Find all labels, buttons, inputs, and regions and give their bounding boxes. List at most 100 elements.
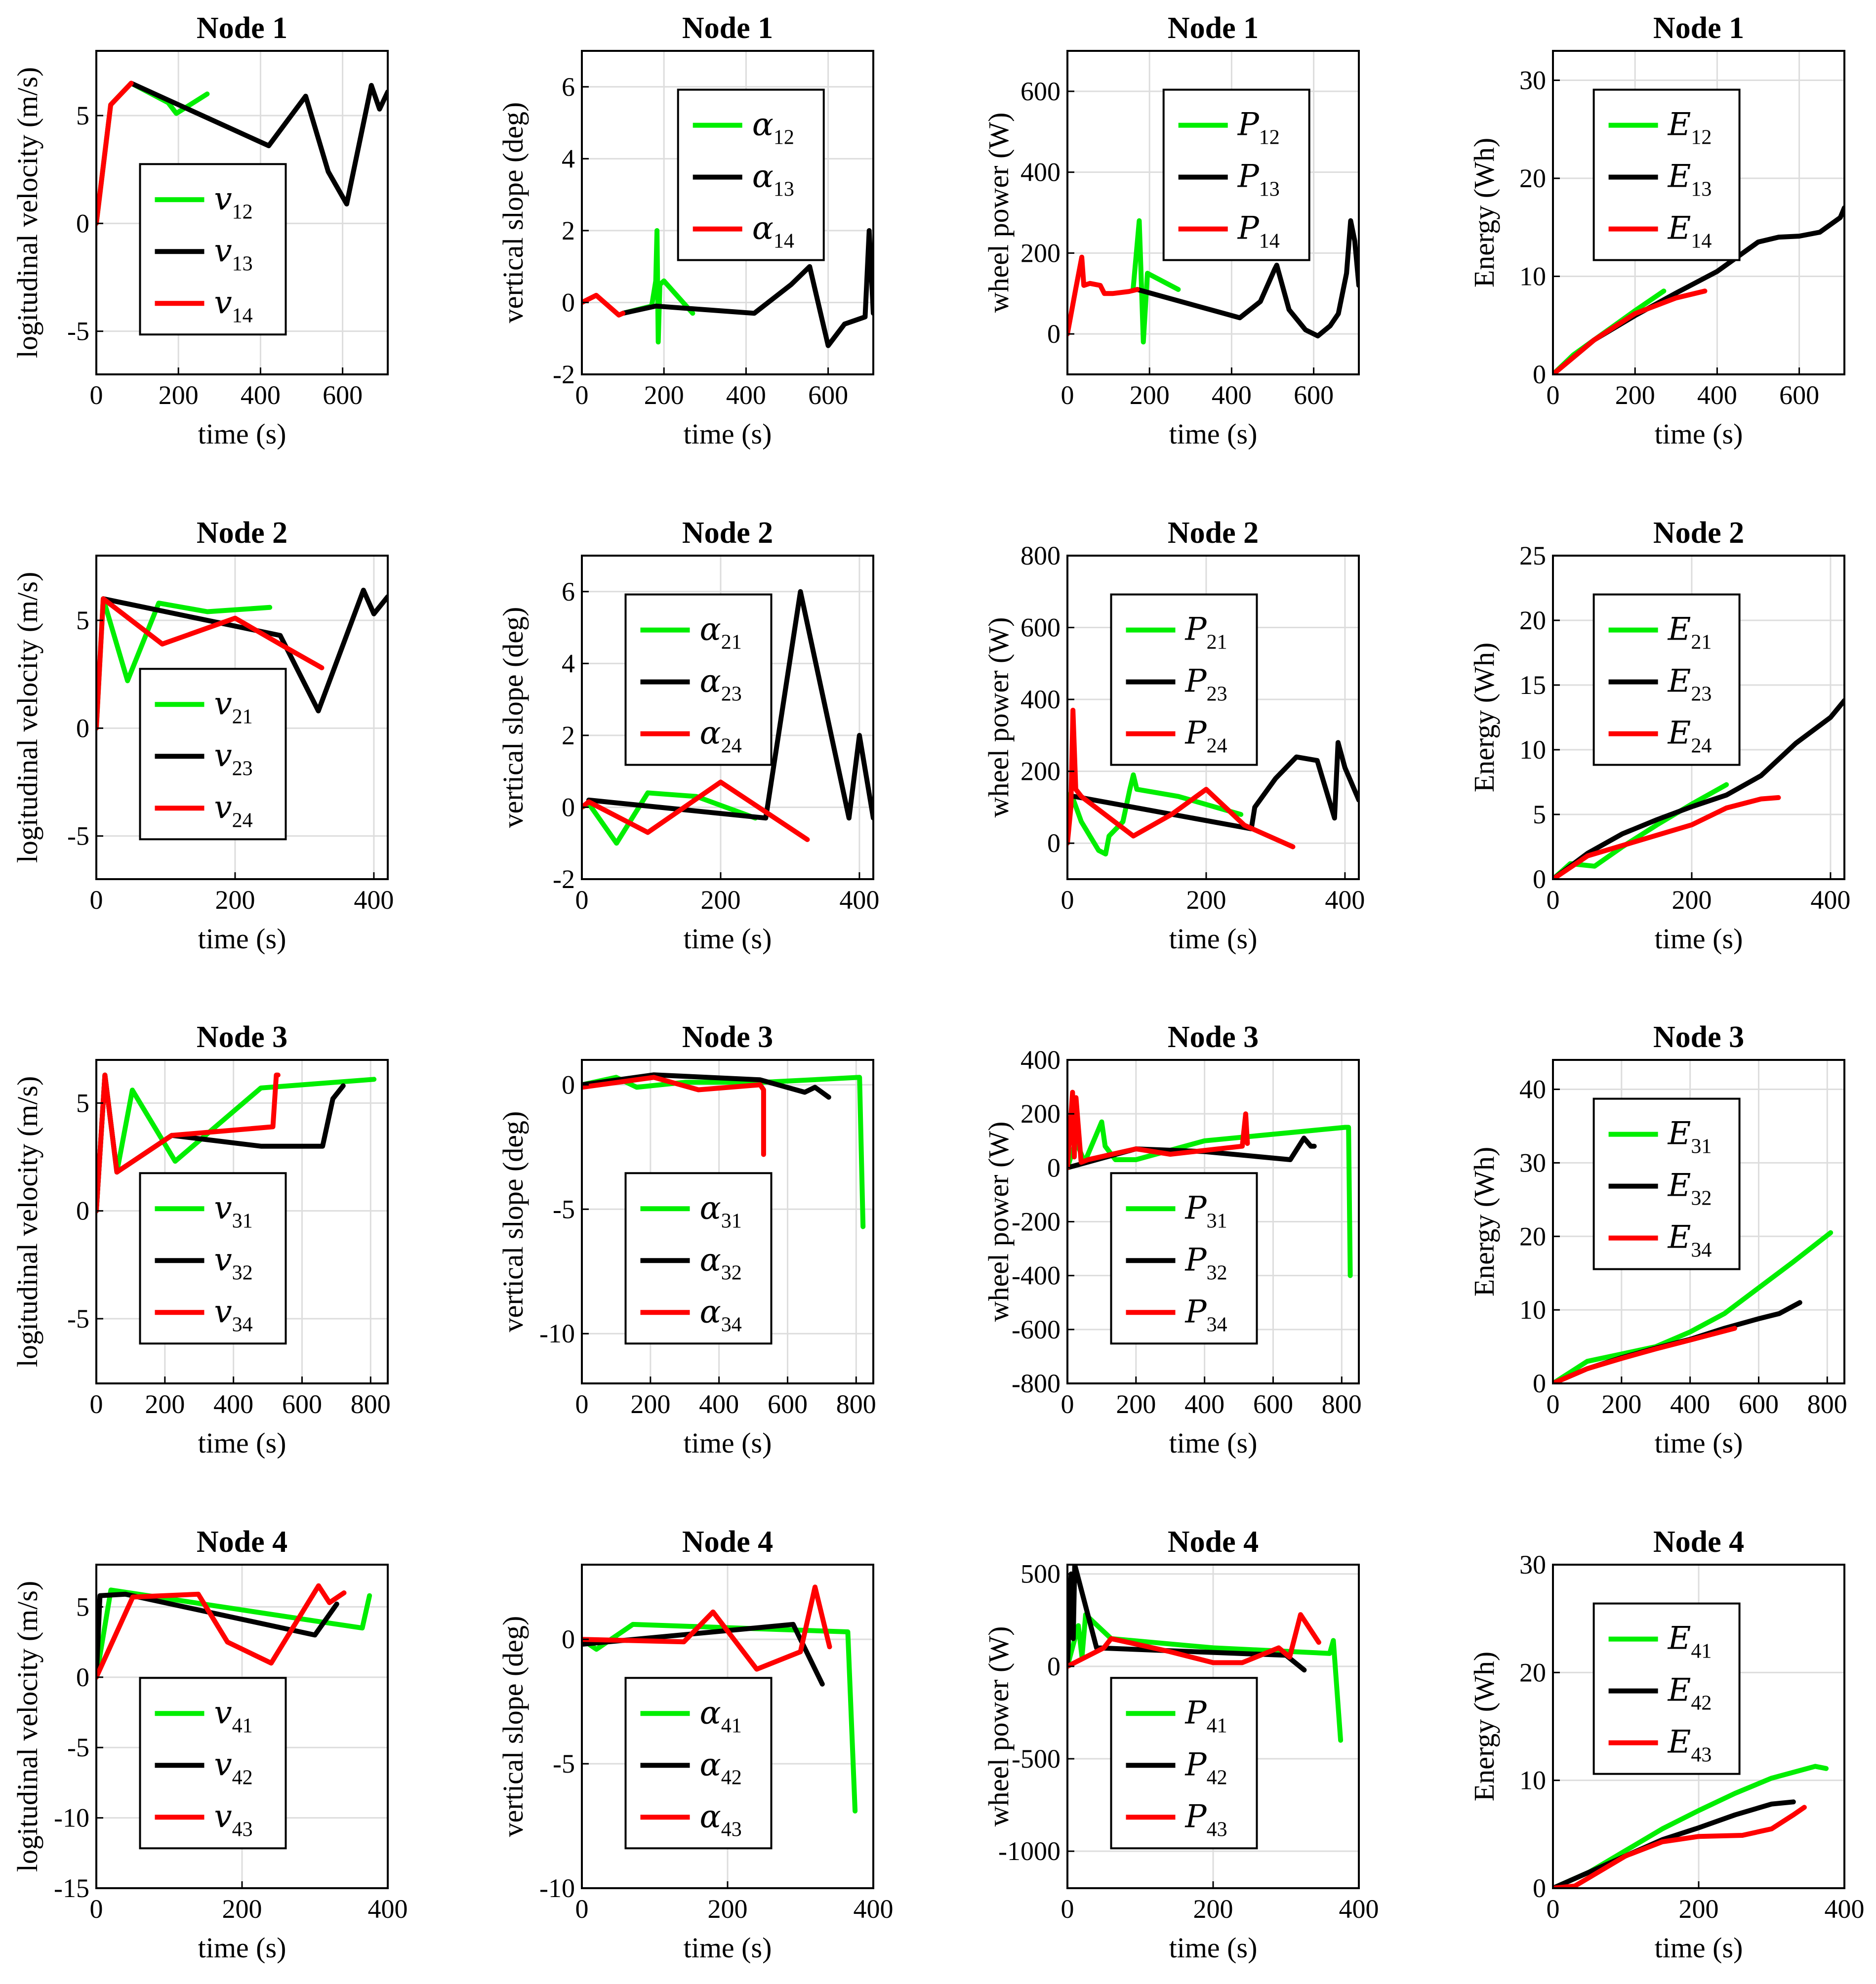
panel-1-4-legend-subscript: 13 — [1691, 178, 1712, 201]
panel-3-4-xtick-label: 800 — [1807, 1389, 1847, 1419]
panel-3-1-series-v34-line — [96, 1072, 281, 1214]
panel-3-2-series-α32-line — [582, 1072, 831, 1100]
panel-3-3-ytick-label: -600 — [1012, 1315, 1060, 1344]
panel-4-3-xtick-label: 400 — [1339, 1894, 1379, 1924]
panel-2-2-title: Node 2 — [682, 516, 773, 550]
panel-3-1-xtick-label: 400 — [213, 1389, 253, 1419]
panel-1-3-legend-subscript: 12 — [1259, 126, 1280, 149]
panel-1-2-ytick-label: 2 — [562, 216, 575, 245]
panel-4-1-ytick-label: 0 — [76, 1662, 89, 1692]
panel-1-3-legend-subscript: 13 — [1259, 178, 1280, 201]
panel-4-1-xtick-label: 0 — [90, 1894, 103, 1924]
panel-3-4-xlabel: time (s) — [1655, 1427, 1743, 1459]
panel-3-4-ytick-label: 0 — [1533, 1369, 1546, 1398]
panel-3-3-ytick-label: -400 — [1012, 1261, 1060, 1291]
panel-4-1-legend-box — [139, 1677, 287, 1850]
panel-4-2-ytick-label: 0 — [562, 1624, 575, 1654]
panel-2-4-xtick-label: 400 — [1810, 885, 1850, 915]
panel-1-4-legend-subscript: 12 — [1691, 126, 1712, 149]
panel-2-3-ytick-label: 0 — [1047, 828, 1060, 858]
panel-3-1-ytick-label: 5 — [76, 1088, 89, 1118]
panel-1-4-title: Node 1 — [1653, 11, 1744, 45]
panel-4-4-ytick-label: 20 — [1519, 1658, 1546, 1687]
panel-3-1-xtick-label: 0 — [90, 1389, 103, 1419]
panel-2-2-xlabel: time (s) — [684, 923, 772, 955]
panel-4-4-series-E42-line — [1553, 1799, 1796, 1888]
panel-3-3-xtick-label: 200 — [1116, 1389, 1156, 1419]
panel-2-4: 0 200 400 0 5 10 15 20 25 Node 2 time (s) Energy (W… — [1468, 516, 1850, 955]
panel-1-4-ylabel: Energy (Wh) — [1468, 138, 1500, 287]
panel-1-1-legend-subscript: 14 — [232, 304, 253, 327]
panel-1-2-xtick-label: 0 — [575, 380, 589, 410]
panel-4-2-series-α42-line — [582, 1621, 825, 1687]
panel-4-1-xtick-label: 200 — [222, 1894, 262, 1924]
panel-3-4-xtick-label: 200 — [1601, 1389, 1641, 1419]
panel-1-1: 0 200 400 600 -5 0 5 Node 1 time (s) logitudinal … — [11, 11, 389, 450]
panel-4-2: 0 200 400 -10 -5 0 Node 4 time (s) vertical slop… — [497, 1525, 894, 1964]
panel-3-2-ytick-label: 0 — [562, 1070, 575, 1099]
panel-2-1: 0 200 400 -5 0 5 Node 2 time (s) logitudinal vel… — [11, 516, 394, 955]
panel-1-2-ytick-label: -2 — [553, 360, 575, 389]
panel-2-1-legend-subscript: 23 — [232, 757, 253, 780]
panel-4-1-xtick-label: 400 — [368, 1894, 408, 1924]
panel-4-2-xtick-label: 200 — [708, 1894, 748, 1924]
panel-3-3-xtick-label: 800 — [1322, 1389, 1362, 1419]
panel-4-4-ytick-label: 10 — [1519, 1766, 1546, 1795]
panel-4-4-ylabel: Energy (Wh) — [1468, 1652, 1500, 1801]
panel-4-2-xlabel: time (s) — [684, 1932, 772, 1964]
panel-3-1-legend-subscript: 32 — [232, 1261, 253, 1284]
panel-1-3-series-P13-line — [1135, 218, 1359, 339]
panel-4-1-ytick-label: -10 — [54, 1803, 89, 1833]
panel-1-2-xtick-label: 600 — [808, 380, 848, 410]
panel-3-4-xtick-label: 600 — [1739, 1389, 1779, 1419]
panel-2-1-ytick-label: 5 — [76, 606, 89, 635]
panel-4-1: 0 200 400 -15 -10 -5 0 5 Node 4 time (s) logitudin… — [11, 1525, 408, 1964]
panel-4-3-legend-subscript: 41 — [1207, 1714, 1227, 1737]
panel-2-2-xtick-label: 0 — [575, 885, 589, 915]
panel-2-3-xtick-label: 400 — [1325, 885, 1365, 915]
panel-1-4-legend-entry-E12: E12 — [1668, 107, 1712, 149]
panel-2-3-xtick-label: 200 — [1186, 885, 1226, 915]
panel-3-3-ytick-label: -800 — [1012, 1369, 1060, 1398]
panel-2-2-series-α23-line — [586, 589, 873, 821]
panel-1-2-ytick-label: 0 — [562, 287, 575, 317]
panel-3-2-xtick-label: 200 — [630, 1389, 670, 1419]
panel-1-3-ytick-label: 600 — [1020, 77, 1060, 106]
panel-2-4-xlabel: time (s) — [1655, 923, 1743, 955]
panel-3-4-legend-subscript: 32 — [1691, 1187, 1712, 1210]
panel-1-3-ytick-label: 0 — [1047, 319, 1060, 349]
panel-1-1-series-v14-line — [96, 81, 134, 226]
panel-4-3-ytick-label: -500 — [1012, 1744, 1060, 1774]
panel-4-2-xtick-label: 400 — [854, 1894, 894, 1924]
panel-1-1-xlabel: time (s) — [198, 418, 286, 450]
panel-4-4-xtick-label: 200 — [1679, 1894, 1719, 1924]
panel-1-3-title: Node 1 — [1168, 11, 1259, 45]
panel-3-2-series-α34-line — [582, 1075, 766, 1157]
panel-1-1-xtick-label: 400 — [241, 380, 281, 410]
panel-4-3-title: Node 4 — [1168, 1525, 1259, 1559]
panel-2-4-legend-subscript: 21 — [1691, 631, 1712, 654]
panel-2-4-title: Node 2 — [1653, 516, 1744, 550]
panel-4-4-ytick-label: 30 — [1519, 1550, 1546, 1579]
panel-3-3-xtick-label: 600 — [1253, 1389, 1293, 1419]
panel-3-2-title: Node 3 — [682, 1020, 773, 1054]
panel-2-1-ytick-label: 0 — [76, 713, 89, 743]
panel-3-3-ytick-label: 400 — [1020, 1045, 1060, 1075]
panel-4-2-series-α43-line — [582, 1584, 832, 1672]
panel-3-1-xtick-label: 800 — [351, 1389, 391, 1419]
panel-3-3-series-P34-line — [1067, 1090, 1250, 1171]
panel-1-3-xtick-label: 600 — [1294, 380, 1334, 410]
panel-2-1-xlabel: time (s) — [198, 923, 286, 955]
panel-3-3-legend-subscript: 34 — [1207, 1313, 1227, 1336]
panel-3-1-xtick-label: 200 — [145, 1389, 185, 1419]
panel-1-1-legend-subscript: 12 — [232, 201, 253, 223]
panel-1-4: 0 200 400 600 0 10 20 30 Node 1 time (s) Energy (W… — [1468, 11, 1845, 450]
panel-4-2-ytick-label: -5 — [553, 1749, 575, 1779]
panel-1-4-ytick-label: 30 — [1519, 66, 1546, 95]
panel-3-2-xtick-label: 800 — [836, 1389, 876, 1419]
panel-2-3-ytick-label: 800 — [1020, 541, 1060, 570]
